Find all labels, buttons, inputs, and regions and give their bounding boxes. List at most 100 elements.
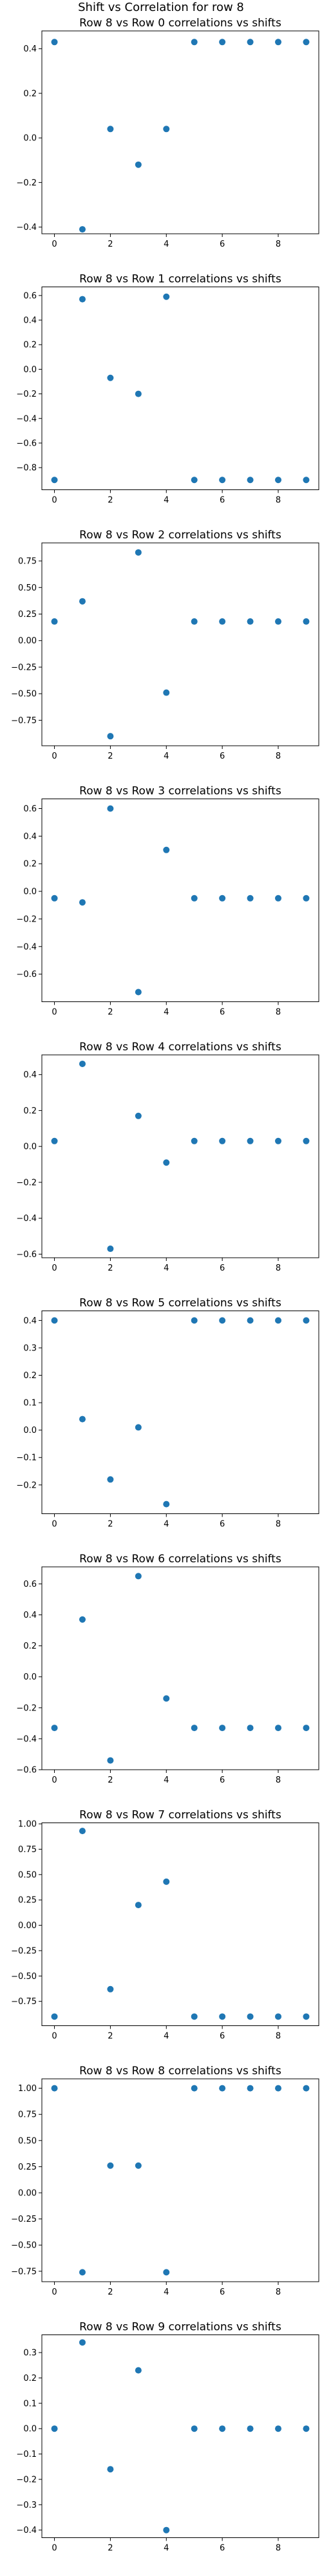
x-tick-label: 6 — [220, 2032, 225, 2041]
data-point — [219, 1725, 226, 1732]
y-tick-label: −0.75 — [11, 2267, 37, 2277]
data-point — [247, 2013, 254, 2020]
subplot-1: Row 8 vs Row 1 correlations vs shifts −0.… — [16, 273, 319, 506]
y-tick-label: −0.50 — [11, 690, 37, 699]
x-tick-label: 0 — [52, 496, 57, 506]
y-tick-label: 1.00 — [18, 2084, 37, 2094]
y-tick-label: −0.6 — [16, 1250, 37, 1260]
x-tick-label: 6 — [220, 1008, 225, 1018]
data-point — [135, 549, 142, 556]
figure-suptitle: Shift vs Correlation for row 8 — [78, 1, 244, 14]
data-point — [163, 126, 170, 133]
data-point — [51, 1137, 58, 1144]
axes-frame — [41, 1311, 319, 1514]
y-tick-label: 0.00 — [18, 2188, 37, 2198]
y-tick-label: 0.4 — [23, 1316, 37, 1326]
data-point — [51, 2013, 58, 2020]
y-tick-label: −0.4 — [16, 414, 37, 424]
data-point — [219, 1317, 226, 1324]
data-point — [79, 2269, 86, 2276]
data-point — [107, 2162, 114, 2169]
x-tick-label: 4 — [164, 2287, 169, 2297]
y-tick-label: −0.4 — [16, 2526, 37, 2535]
data-point — [247, 39, 254, 46]
x-tick-label: 4 — [164, 1520, 169, 1530]
y-tick-label: −0.3 — [16, 2501, 37, 2510]
x-tick-label: 0 — [52, 752, 57, 761]
y-tick-label: 0.2 — [23, 1106, 37, 1116]
x-tick-label: 8 — [276, 2287, 281, 2297]
y-tick-label: 0.1 — [23, 2399, 37, 2409]
y-tick-label: −0.2 — [16, 178, 37, 188]
y-tick-label: 0.6 — [23, 291, 37, 301]
y-tick-label: 0.2 — [23, 1371, 37, 1381]
data-point — [107, 1985, 114, 1993]
data-point — [135, 161, 142, 168]
y-tick-label: 0.3 — [23, 2349, 37, 2358]
x-tick-label: 4 — [164, 2544, 169, 2553]
data-point — [79, 598, 86, 605]
x-tick-label: 4 — [164, 1264, 169, 1273]
data-point — [247, 895, 254, 902]
data-point — [247, 1137, 254, 1144]
y-tick-label: −0.8 — [16, 464, 37, 473]
x-tick-label: 8 — [276, 2032, 281, 2041]
axes-frame — [41, 287, 319, 490]
data-point — [135, 1902, 142, 1909]
y-tick-label: 0.0 — [23, 1142, 37, 1152]
y-tick-label: −0.75 — [11, 716, 37, 726]
y-tick-label: −0.2 — [16, 390, 37, 399]
data-point — [275, 2425, 282, 2432]
data-point — [135, 989, 142, 996]
data-point — [191, 2013, 198, 2020]
data-point — [191, 895, 198, 902]
data-point — [163, 689, 170, 696]
data-point — [107, 374, 114, 381]
x-tick-label: 4 — [164, 2032, 169, 2041]
data-point — [275, 2085, 282, 2092]
data-point — [219, 618, 226, 625]
data-point — [79, 1616, 86, 1623]
subplot-6: Row 8 vs Row 6 correlations vs shifts −0.… — [16, 1553, 319, 1785]
data-point — [135, 1424, 142, 1431]
data-point — [79, 296, 86, 303]
data-point — [275, 477, 282, 484]
data-point — [79, 1828, 86, 1835]
subplot-7: Row 8 vs Row 7 correlations vs shifts −0.… — [11, 1809, 319, 2041]
data-point — [79, 1060, 86, 1067]
y-tick-label: −0.6 — [16, 1766, 37, 1776]
y-tick-label: 0.0 — [23, 1426, 37, 1435]
subplot-grid: Row 8 vs Row 0 correlations vs shifts −0.… — [11, 17, 319, 2553]
x-tick-label: 6 — [220, 2544, 225, 2553]
y-tick-label: −0.75 — [11, 1997, 37, 2007]
data-point — [107, 1245, 114, 1253]
data-point — [219, 2425, 226, 2432]
data-point — [107, 126, 114, 133]
subplot-5: Row 8 vs Row 5 correlations vs shifts −0.… — [16, 1297, 319, 1530]
x-tick-label: 4 — [164, 496, 169, 506]
axes-frame — [41, 542, 319, 746]
x-tick-label: 8 — [276, 240, 281, 249]
data-point — [303, 895, 310, 902]
x-tick-label: 2 — [108, 496, 113, 506]
x-tick-label: 2 — [108, 1264, 113, 1273]
data-point — [219, 2085, 226, 2092]
y-tick-label: −0.50 — [11, 2241, 37, 2251]
y-tick-label: 0.75 — [18, 2110, 37, 2120]
data-point — [219, 2013, 226, 2020]
data-point — [135, 2162, 142, 2169]
subplot-title: Row 8 vs Row 1 correlations vs shifts — [79, 273, 281, 286]
y-tick-label: 0.2 — [23, 860, 37, 869]
x-tick-label: 8 — [276, 1520, 281, 1530]
data-point — [107, 805, 114, 812]
x-tick-label: 6 — [220, 2287, 225, 2297]
y-tick-label: 0.2 — [23, 89, 37, 99]
data-point — [163, 1159, 170, 1166]
data-point — [135, 1112, 142, 1119]
x-tick-label: 0 — [52, 240, 57, 249]
data-point — [51, 895, 58, 902]
x-tick-label: 8 — [276, 1776, 281, 1785]
data-point — [107, 1476, 114, 1483]
data-point — [191, 477, 198, 484]
